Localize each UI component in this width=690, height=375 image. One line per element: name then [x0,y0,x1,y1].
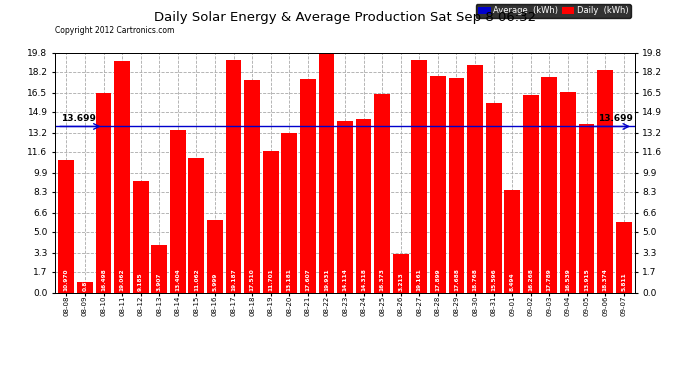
Bar [337,122,353,292]
Text: 17.789: 17.789 [547,268,552,291]
Bar [597,70,613,292]
Legend: Average  (kWh), Daily  (kWh): Average (kWh), Daily (kWh) [475,4,631,18]
Text: 19.187: 19.187 [231,268,236,291]
Bar [226,60,241,292]
Bar [486,104,502,292]
Bar [59,159,75,292]
Text: 5.999: 5.999 [213,273,217,291]
Text: 19.931: 19.931 [324,268,329,291]
Text: 3.907: 3.907 [157,273,161,291]
Bar [77,282,93,292]
Text: 0.874: 0.874 [82,273,88,291]
Text: 11.062: 11.062 [194,268,199,291]
Text: 17.510: 17.510 [250,268,255,291]
Bar [114,62,130,292]
Text: 13.699: 13.699 [61,114,96,123]
Bar [132,181,148,292]
Text: 19.161: 19.161 [417,268,422,291]
Text: 13.181: 13.181 [287,268,292,291]
Bar [170,130,186,292]
Bar [319,51,335,292]
Text: 10.970: 10.970 [64,269,69,291]
Text: 17.607: 17.607 [306,268,310,291]
Text: 18.768: 18.768 [473,268,477,291]
Bar [448,78,464,292]
Bar [579,124,594,292]
Text: 15.596: 15.596 [491,268,496,291]
Bar [355,119,371,292]
Text: 16.373: 16.373 [380,268,384,291]
Text: 19.062: 19.062 [119,268,125,291]
Text: Copyright 2012 Cartronics.com: Copyright 2012 Cartronics.com [55,26,175,35]
Bar [151,245,167,292]
Bar [523,95,539,292]
Bar [542,77,558,292]
Bar [411,60,427,292]
Bar [430,75,446,292]
Text: 8.494: 8.494 [510,273,515,291]
Text: Daily Solar Energy & Average Production Sat Sep 8 06:32: Daily Solar Energy & Average Production … [154,11,536,24]
Text: 14.114: 14.114 [342,268,348,291]
Text: 11.701: 11.701 [268,268,273,291]
Text: 13.915: 13.915 [584,268,589,291]
Text: 13.404: 13.404 [175,268,180,291]
Bar [282,133,297,292]
Bar [504,189,520,292]
Text: 16.498: 16.498 [101,268,106,291]
Bar [96,93,111,292]
Bar [467,65,483,292]
Text: 18.374: 18.374 [602,268,608,291]
Text: 13.699: 13.699 [598,114,633,123]
Text: 14.318: 14.318 [361,268,366,291]
Bar [615,222,631,292]
Text: 5.811: 5.811 [621,273,626,291]
Text: 16.539: 16.539 [565,268,571,291]
Text: 17.688: 17.688 [454,268,459,291]
Text: 17.899: 17.899 [435,268,440,291]
Text: 3.213: 3.213 [398,273,403,291]
Bar [393,254,408,292]
Text: 9.185: 9.185 [138,273,143,291]
Bar [207,220,223,292]
Bar [263,151,279,292]
Bar [374,94,390,292]
Bar [188,158,204,292]
Text: 16.268: 16.268 [529,268,533,291]
Bar [560,92,576,292]
Bar [300,79,316,292]
Bar [244,80,260,292]
